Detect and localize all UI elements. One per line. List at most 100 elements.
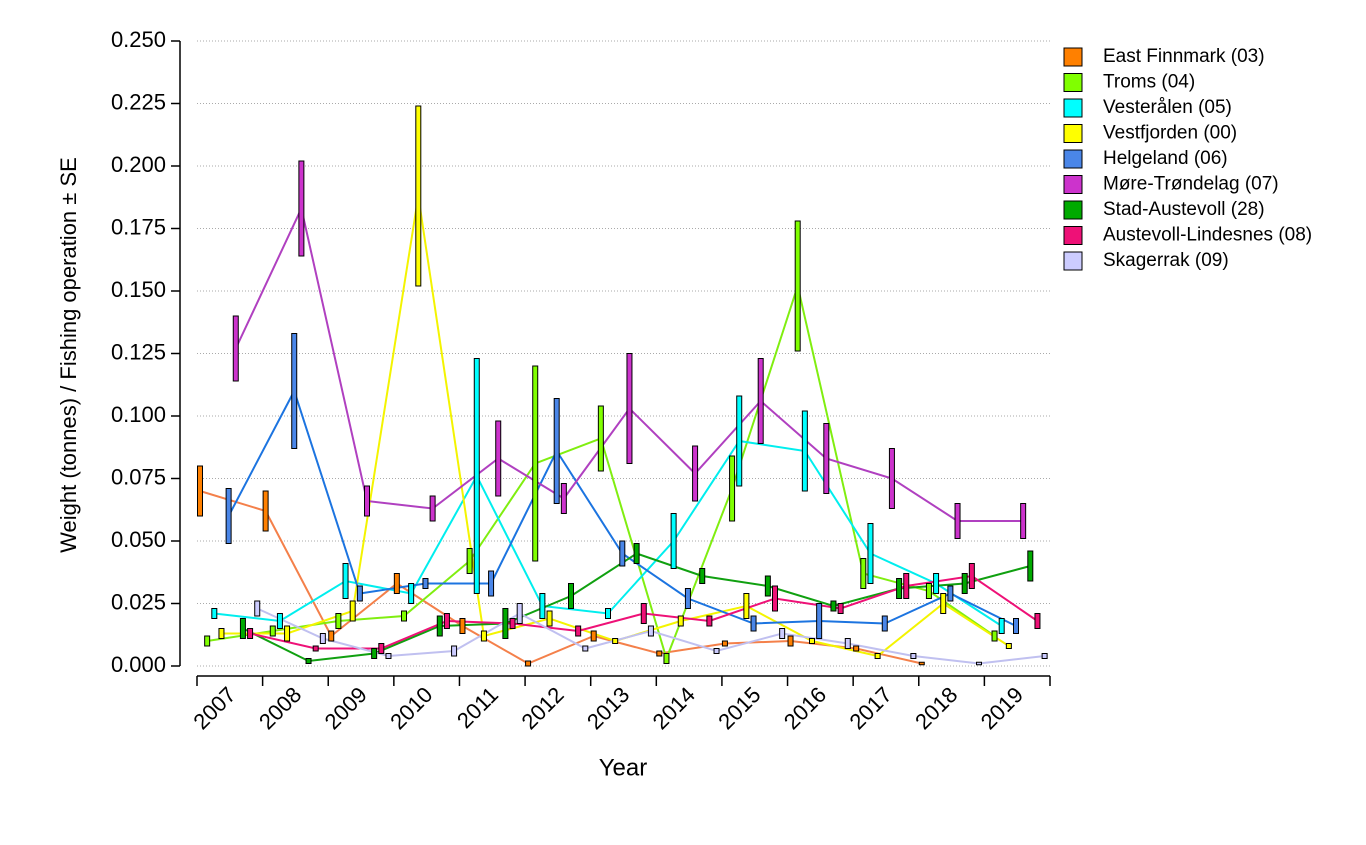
error-bar [532,365,539,562]
x-tick-label: 2018 [910,682,962,734]
legend-swatch [1063,251,1083,271]
error-bar [488,570,495,597]
error-bar [560,483,567,514]
series-line [242,552,1031,663]
y-tick-label: 0.250 [111,27,166,52]
error-bar [605,608,611,619]
error-bar [706,615,713,627]
error-bar [663,653,670,664]
series-line [207,282,996,662]
x-tick-label: 2014 [648,682,700,734]
error-bar [225,488,232,544]
error-bar [305,658,312,664]
error-bar [633,543,640,564]
error-bar [961,573,968,594]
error-bar [801,410,808,492]
error-bar [473,358,480,594]
error-bar [757,358,764,444]
y-tick-label: 0.150 [111,277,166,302]
error-bar [925,583,932,599]
y-tick-label: 0.125 [111,339,166,364]
error-bar [670,513,677,569]
error-bar [1034,613,1041,629]
x-tick-label: 2010 [385,682,437,734]
error-bar [764,575,771,597]
error-bar [874,653,881,659]
error-bar [480,630,487,642]
series-line [199,490,922,665]
error-bar [721,640,728,647]
error-bar [692,445,699,502]
error-bar [204,635,211,647]
error-bar [991,630,998,642]
series-line [221,195,1010,658]
error-bar [779,628,786,639]
error-bar [1041,653,1048,659]
error-bar [619,540,626,567]
error-bar [940,593,947,614]
error-bar [466,548,473,574]
error-bar [787,635,794,647]
error-bar [509,618,516,629]
error-bar [232,315,239,382]
error-bar [502,608,509,639]
error-bar [736,395,743,487]
error-bar [903,573,910,599]
error-bar [546,610,553,627]
legend-label: Vesterålen (05) [1103,97,1232,118]
error-bar [276,613,283,629]
y-tick-label: 0.225 [111,89,166,114]
error-bar [896,578,903,599]
legend-label: Skagerrak (09) [1103,250,1229,271]
error-bar [211,608,218,619]
error-bar [568,583,574,609]
y-tick-label: 0.200 [111,152,166,177]
x-tick-label: 2015 [713,682,765,734]
y-tick-label: 0.075 [111,464,166,489]
error-bar [459,618,466,634]
y-tick-label: 0.025 [111,589,166,614]
error-bar [910,653,917,659]
x-tick-label: 2017 [845,682,897,734]
error-bar [349,600,356,622]
error-bar [853,645,860,652]
error-bar [408,583,415,604]
y-tick-label: 0.000 [111,652,166,677]
x-tick-label: 2007 [188,682,240,734]
error-bar [750,615,757,632]
x-tick-label: 2016 [779,682,831,734]
error-bar [656,650,663,657]
series-line [214,439,1003,627]
error-bar [218,628,225,639]
error-bar [729,455,736,522]
error-bar [933,573,940,594]
error-bar [422,578,429,589]
error-bar [947,585,954,602]
error-bar [794,220,801,352]
x-tick-label: 2012 [516,682,568,734]
error-bar [385,653,392,659]
x-tick-label: 2019 [976,682,1028,734]
error-bar [495,420,502,497]
legend-label: Troms (04) [1103,72,1195,93]
error-bar [772,585,778,612]
error-bar [743,593,750,619]
error-bar [823,423,830,494]
legend-label: Møre-Trøndelag (07) [1103,174,1279,195]
y-tick-label: 0.050 [111,527,166,552]
error-bar [269,625,276,637]
x-tick-label: 2013 [582,682,634,734]
error-bar [539,593,546,619]
error-bar [197,465,203,517]
error-bar [590,630,597,642]
error-bar [335,613,342,629]
error-bar [443,613,450,629]
error-bar [597,405,604,472]
error-bar [968,563,975,589]
error-bar [881,615,888,632]
error-bar [415,105,422,287]
error-bar [647,625,654,637]
y-axis-label: Weight (tonnes) / Fishing operation ± SE [56,157,81,553]
error-bar [1005,643,1012,649]
